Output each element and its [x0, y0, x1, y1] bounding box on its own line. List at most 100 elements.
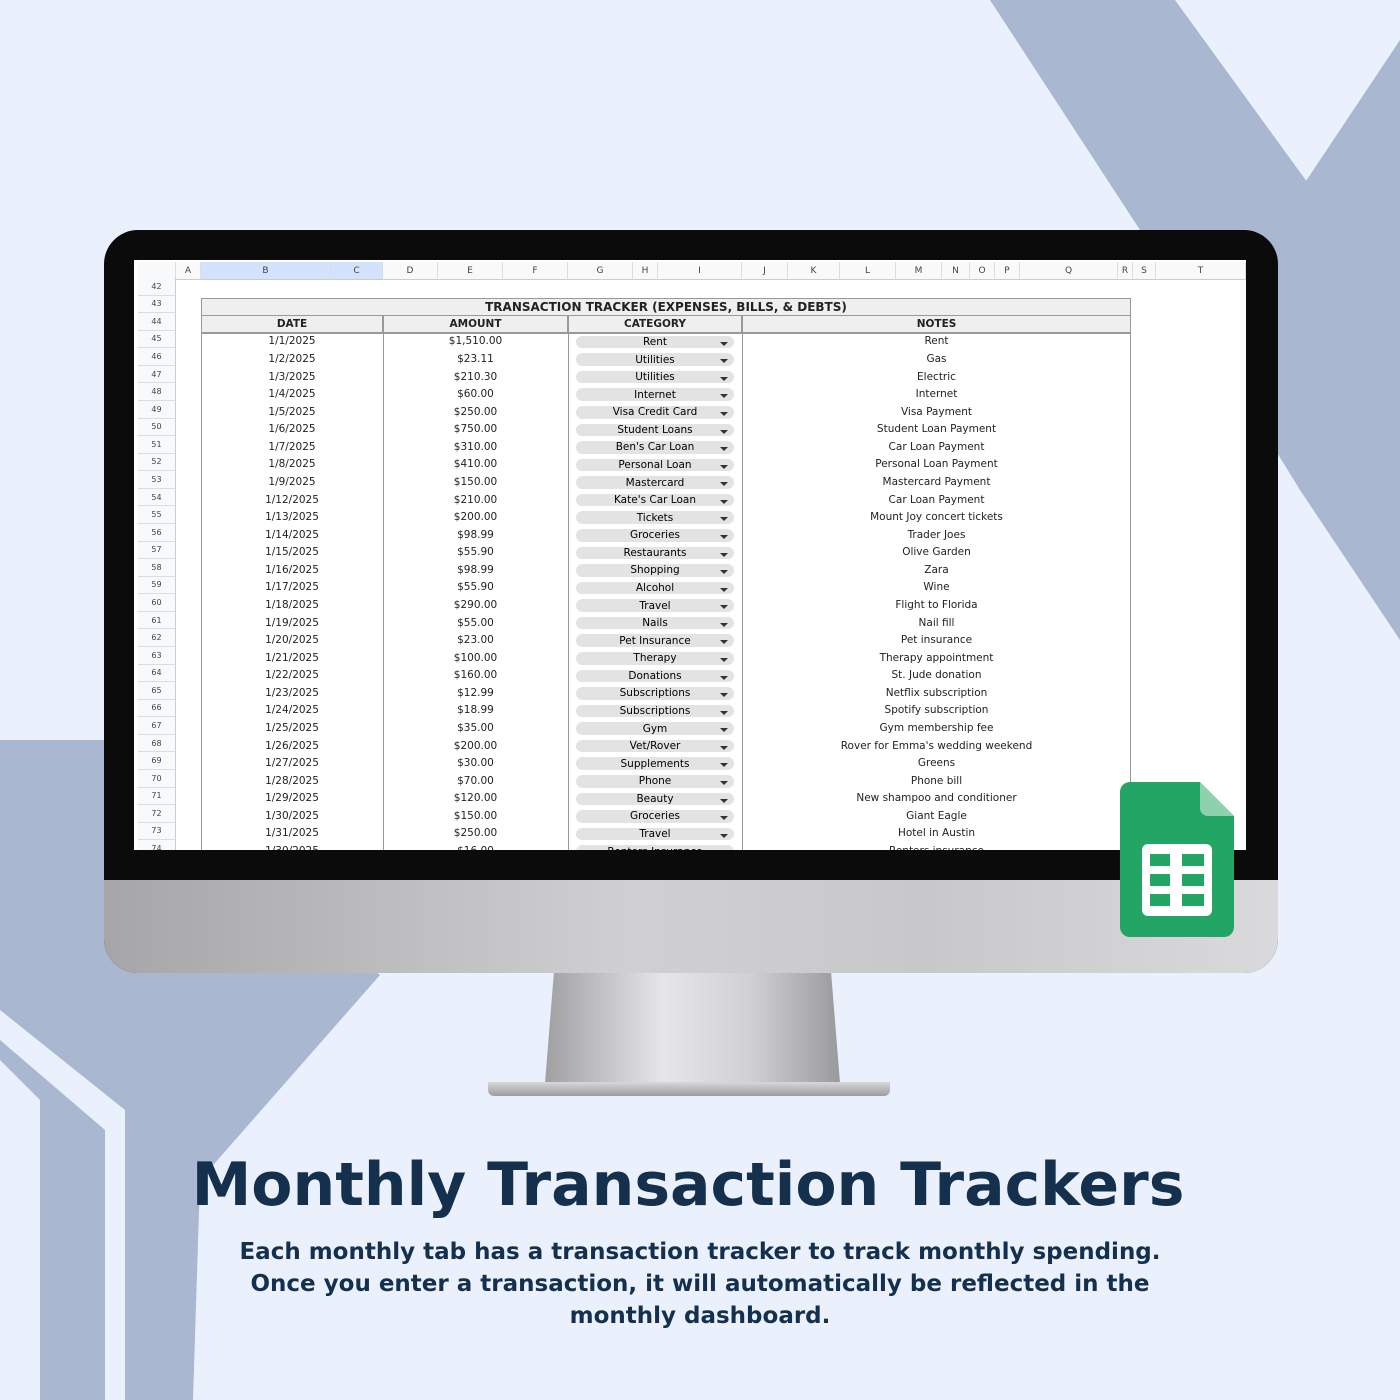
amount: $98.99: [457, 563, 494, 576]
notes: Car Loan Payment: [888, 440, 985, 453]
row-number: 66: [138, 699, 176, 718]
row-number: 74: [138, 840, 176, 850]
notes: New shampoo and conditioner: [856, 792, 1017, 805]
category-dropdown: Kate's Car Loan: [576, 493, 734, 507]
category-dropdown: Donations: [576, 669, 734, 683]
column-letter: M: [896, 262, 942, 280]
amount: $23.00: [457, 634, 494, 647]
amount: $200.00: [453, 739, 498, 752]
category-dropdown: Personal Loan: [576, 458, 734, 472]
notes: Car Loan Payment: [888, 493, 985, 506]
notes: Renters insurance: [742, 842, 1131, 850]
notes: Nail fill: [918, 616, 955, 629]
amount: $200.00: [453, 511, 498, 524]
notes: Netflix subscription: [885, 686, 988, 699]
column-divider: [383, 315, 384, 850]
notes: Rover for Emma's wedding weekend: [840, 739, 1033, 752]
amount: $55.00: [457, 616, 494, 629]
notes: Rent: [924, 335, 949, 348]
category-dropdown: Alcohol: [576, 581, 734, 595]
row-number: 54: [138, 488, 176, 507]
column-letter: D: [383, 262, 438, 280]
category-dropdown: Rent: [576, 335, 734, 349]
date: 1/12/2025: [265, 493, 319, 506]
category-dropdown: Utilities: [576, 353, 734, 366]
row-number: 67: [138, 717, 176, 735]
column-header: AMOUNT: [383, 315, 568, 333]
column-letter: Q: [1020, 262, 1118, 280]
row-number: 42: [138, 278, 176, 296]
category-dropdown: Travel: [576, 599, 734, 612]
category-dropdown: Subscriptions: [576, 687, 734, 700]
amount: $750.00: [453, 423, 498, 436]
notes: Flight to Florida: [895, 599, 978, 612]
notes: Gym membership fee: [879, 722, 994, 735]
notes: Therapy appointment: [879, 651, 994, 664]
date: 1/4/2025: [268, 388, 316, 401]
column-divider: [568, 315, 569, 850]
row-number: 45: [138, 330, 176, 349]
amount: $310.00: [453, 440, 498, 453]
category-dropdown: Student Loans: [576, 423, 734, 437]
date: 1/17/2025: [265, 581, 319, 594]
column-letter: E: [438, 262, 503, 280]
column-letter: N: [942, 262, 970, 280]
column-header: CATEGORY: [568, 315, 742, 333]
category-dropdown: Tickets: [576, 511, 734, 524]
date: 1/19/2025: [265, 616, 319, 629]
amount: $16.00: [383, 842, 568, 850]
row-number: 62: [138, 629, 176, 647]
date: 1/20/2025: [265, 634, 319, 647]
category-dropdown: Pet Insurance: [576, 634, 734, 647]
category-dropdown: Therapy: [576, 651, 734, 665]
category-dropdown: Gym: [576, 722, 734, 735]
date: 1/30/2025: [201, 842, 383, 850]
date: 1/27/2025: [265, 757, 319, 770]
amount: $210.30: [453, 370, 498, 383]
amount: $150.00: [453, 476, 498, 489]
category-dropdown: Beauty: [576, 792, 734, 806]
column-letter: H: [633, 262, 658, 280]
column-letter: L: [840, 262, 896, 280]
row-number: 43: [138, 295, 176, 314]
category-dropdown: Shopping: [576, 564, 734, 577]
row-number: 49: [138, 400, 176, 419]
monitor-stand: [545, 973, 840, 1083]
row-number: 65: [138, 682, 176, 700]
notes: Electric: [917, 370, 956, 383]
category-dropdown: Travel: [576, 827, 734, 841]
notes: Giant Eagle: [906, 809, 967, 822]
category-dropdown: Internet: [576, 388, 734, 401]
row-number: 55: [138, 506, 176, 524]
category-dropdown: Nails: [576, 616, 734, 630]
row-number: 57: [138, 541, 176, 560]
amount: $250.00: [453, 827, 498, 840]
row-number: 44: [138, 313, 176, 331]
notes: Olive Garden: [902, 546, 971, 559]
notes: Wine: [923, 581, 950, 594]
row-number: 52: [138, 453, 176, 472]
heading: Monthly Transaction Trackers: [191, 1150, 1185, 1220]
monitor-chin: [104, 880, 1278, 973]
date: 1/6/2025: [268, 423, 316, 436]
column-letter: S: [1133, 262, 1156, 280]
date: 1/1/2025: [268, 335, 316, 348]
column-letter: C: [331, 262, 383, 280]
category-dropdown: Mastercard: [576, 476, 734, 489]
sheets-icon: [1120, 782, 1234, 937]
notes: Trader Joes: [907, 528, 966, 541]
amount: $120.00: [453, 792, 498, 805]
column-header: DATE: [201, 315, 383, 333]
category-dropdown: Visa Credit Card: [576, 405, 734, 419]
amount: $30.00: [457, 757, 494, 770]
date: 1/14/2025: [265, 528, 319, 541]
notes: Pet insurance: [900, 634, 973, 647]
date: 1/23/2025: [265, 686, 319, 699]
notes: Gas: [926, 353, 947, 366]
notes: Hotel in Austin: [897, 827, 976, 840]
category-dropdown: Utilities: [576, 370, 734, 384]
column-letter: F: [503, 262, 568, 280]
row-number: 70: [138, 769, 176, 788]
category-dropdown: Supplements: [576, 757, 734, 770]
column-letter: P: [995, 262, 1020, 280]
